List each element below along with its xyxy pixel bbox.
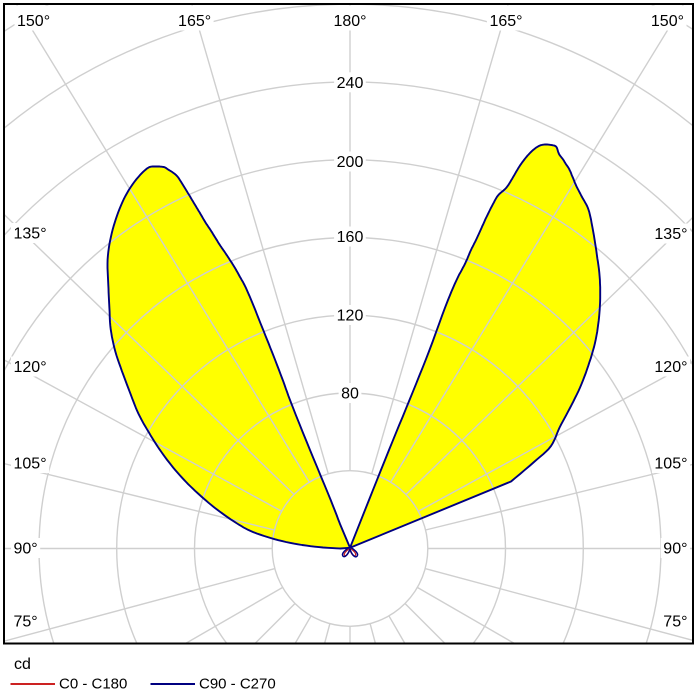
svg-text:C90 - C270: C90 - C270: [199, 676, 276, 693]
svg-text:cd: cd: [14, 656, 31, 673]
svg-text:90°: 90°: [14, 541, 38, 558]
svg-text:135°: 135°: [14, 226, 47, 243]
svg-text:150°: 150°: [651, 13, 684, 30]
svg-text:160: 160: [337, 229, 364, 246]
svg-text:135°: 135°: [654, 226, 687, 243]
svg-text:240: 240: [337, 75, 364, 92]
svg-text:180°: 180°: [333, 13, 366, 30]
svg-text:C0 - C180: C0 - C180: [59, 676, 127, 693]
svg-text:120: 120: [337, 308, 364, 325]
svg-text:120°: 120°: [654, 359, 687, 376]
svg-text:90°: 90°: [663, 541, 687, 558]
svg-text:165°: 165°: [178, 13, 211, 30]
svg-text:150°: 150°: [17, 13, 50, 30]
svg-text:80: 80: [341, 386, 359, 403]
svg-text:105°: 105°: [654, 456, 687, 473]
svg-text:105°: 105°: [14, 456, 47, 473]
svg-text:165°: 165°: [489, 13, 522, 30]
svg-text:120°: 120°: [14, 359, 47, 376]
svg-text:200: 200: [337, 154, 364, 171]
svg-text:75°: 75°: [663, 614, 687, 631]
svg-text:75°: 75°: [14, 614, 38, 631]
